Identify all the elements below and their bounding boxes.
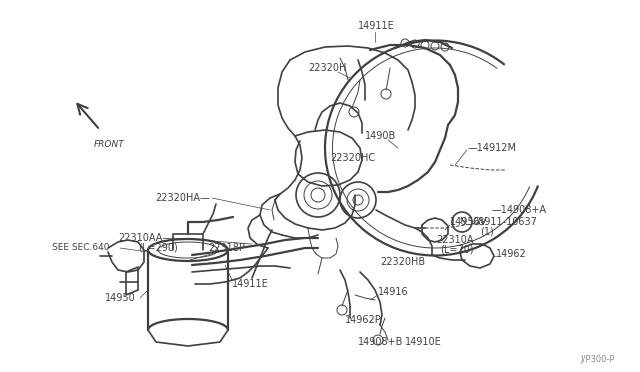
Text: 22310AA—: 22310AA— xyxy=(118,233,172,243)
Text: 14908+B: 14908+B xyxy=(358,337,403,347)
Text: (L=290): (L=290) xyxy=(138,243,178,253)
Text: (L=70): (L=70) xyxy=(440,245,474,255)
Text: 14950: 14950 xyxy=(105,293,136,303)
Text: 14911E: 14911E xyxy=(358,21,395,31)
Text: 14910E: 14910E xyxy=(405,337,442,347)
Text: 14911E: 14911E xyxy=(232,279,269,289)
Text: —14912M: —14912M xyxy=(468,143,517,153)
Text: 22320HB: 22320HB xyxy=(380,257,425,267)
Text: 14956V: 14956V xyxy=(450,217,488,227)
Text: 22318P: 22318P xyxy=(208,243,245,253)
Text: 14962: 14962 xyxy=(496,249,527,259)
Text: FRONT: FRONT xyxy=(94,140,125,149)
Text: 1490B: 1490B xyxy=(365,131,396,141)
Text: 22320HC: 22320HC xyxy=(330,153,375,163)
Text: 08911-10637: 08911-10637 xyxy=(472,217,537,227)
Text: 14962P: 14962P xyxy=(345,315,381,325)
Text: —14908+A: —14908+A xyxy=(492,205,547,215)
Text: SEE SEC.640: SEE SEC.640 xyxy=(52,244,109,253)
Text: 14916: 14916 xyxy=(378,287,408,297)
Text: J/P300-P: J/P300-P xyxy=(580,356,614,365)
Text: 22320H: 22320H xyxy=(308,63,346,73)
Text: N: N xyxy=(459,218,465,227)
Text: 22310A: 22310A xyxy=(436,235,474,245)
Text: 22320HA—: 22320HA— xyxy=(156,193,210,203)
Text: (1): (1) xyxy=(480,227,493,237)
